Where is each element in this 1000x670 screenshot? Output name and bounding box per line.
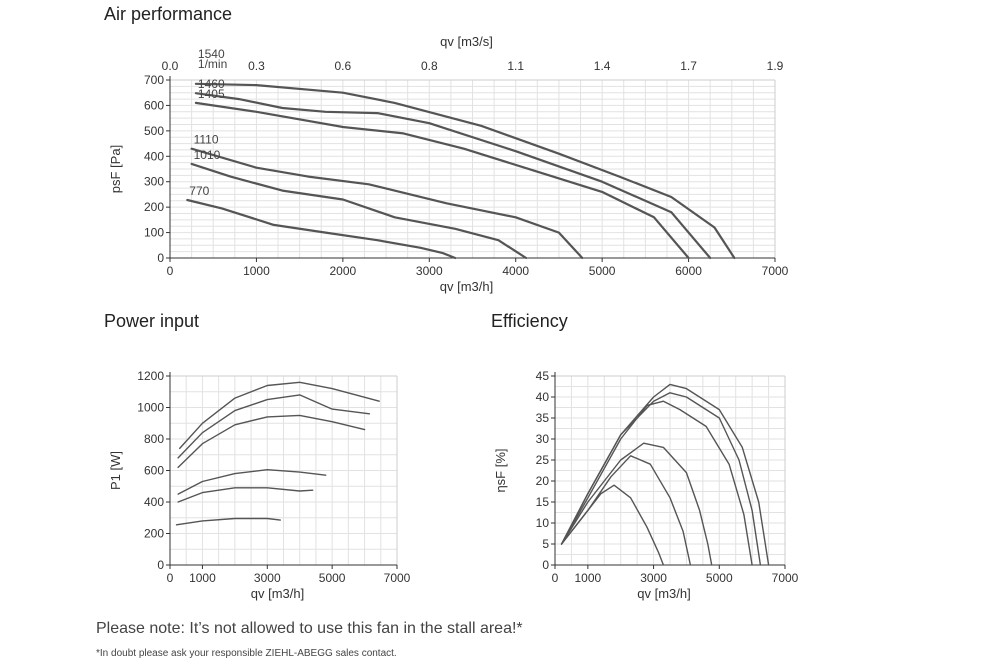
x-tick-label: 7000 bbox=[384, 571, 411, 585]
chart-title: Efficiency bbox=[491, 311, 568, 331]
x2-tick-label: 0.0 bbox=[162, 59, 179, 73]
series-line bbox=[177, 414, 366, 469]
y-tick-label: 600 bbox=[144, 464, 164, 478]
x-tick-label: 3000 bbox=[416, 264, 443, 278]
y-tick-label: 200 bbox=[144, 527, 164, 541]
y-axis-label: psF [Pa] bbox=[108, 145, 123, 193]
x-tick-label: 0 bbox=[552, 571, 559, 585]
efficiency-chart: Efficiency 0 1000 3000 5000 7000 0 5 10 15 20 25 30 3… bbox=[491, 311, 799, 601]
sales-contact-footnote: *In doubt please ask your responsible ZI… bbox=[96, 648, 397, 659]
series-line bbox=[179, 381, 380, 450]
x-tick-label: 1000 bbox=[189, 571, 216, 585]
y-tick-label: 0 bbox=[542, 558, 549, 572]
y-tick-label: 45 bbox=[536, 369, 550, 383]
y-tick-label: 40 bbox=[536, 390, 550, 404]
series-line bbox=[177, 469, 327, 495]
x-tick-label: 0 bbox=[167, 571, 174, 585]
series-line bbox=[190, 162, 528, 260]
x2-tick-label: 0.8 bbox=[421, 59, 438, 73]
x-tick-label: 3000 bbox=[254, 571, 281, 585]
y-tick-label: 5 bbox=[542, 537, 549, 551]
y-tick-label: 20 bbox=[536, 474, 550, 488]
x2-tick-label: 1.1 bbox=[507, 59, 524, 73]
x2-tick-label: 1.7 bbox=[680, 59, 697, 73]
series-label: 1110 bbox=[194, 133, 219, 147]
series-line bbox=[190, 147, 584, 260]
y-tick-label: 700 bbox=[144, 73, 164, 87]
series-label: 1540 bbox=[198, 47, 225, 61]
x-tick-label: 3000 bbox=[640, 571, 667, 585]
x-tick-label: 5000 bbox=[706, 571, 733, 585]
x-tick-label: 0 bbox=[167, 264, 174, 278]
y-tick-label: 800 bbox=[144, 432, 164, 446]
y-tick-label: 0 bbox=[157, 251, 164, 265]
x-tick-label: 2000 bbox=[330, 264, 357, 278]
series-line bbox=[194, 92, 712, 260]
y-tick-label: 25 bbox=[536, 453, 550, 467]
y-tick-label: 1000 bbox=[137, 401, 164, 415]
series-line bbox=[194, 82, 736, 260]
y-tick-label: 1200 bbox=[137, 369, 164, 383]
x-axis-label: qv [m3/h] bbox=[637, 586, 690, 601]
y-tick-label: 600 bbox=[144, 98, 164, 112]
x-axis-label: qv [m3/h] bbox=[251, 586, 304, 601]
series-line bbox=[175, 517, 281, 526]
y-tick-label: 10 bbox=[536, 516, 550, 530]
series-line bbox=[560, 383, 770, 566]
x-tick-label: 1000 bbox=[575, 571, 602, 585]
series-line bbox=[560, 392, 762, 566]
x-tick-label: 4000 bbox=[502, 264, 529, 278]
series-line bbox=[560, 442, 713, 566]
series-label: 770 bbox=[189, 184, 209, 198]
x-axis-label: qv [m3/h] bbox=[440, 279, 493, 294]
y-axis-label: P1 [W] bbox=[108, 451, 123, 490]
y-axis-label: ηsF [%] bbox=[493, 448, 508, 492]
series-label: 1405 bbox=[198, 87, 225, 101]
x2-axis-label: qv [m3/s] bbox=[440, 34, 493, 49]
x-tick-label: 7000 bbox=[772, 571, 799, 585]
y-tick-label: 100 bbox=[144, 226, 164, 240]
x-tick-label: 6000 bbox=[675, 264, 702, 278]
x-tick-label: 7000 bbox=[762, 264, 789, 278]
speed-unit-label: 1/min bbox=[198, 57, 227, 71]
x-tick-label: 1000 bbox=[243, 264, 270, 278]
y-tick-label: 400 bbox=[144, 149, 164, 163]
chart-title: Air performance bbox=[104, 4, 232, 24]
series-line bbox=[177, 394, 371, 459]
stall-area-note: Please note: It’s not allowed to use thi… bbox=[96, 620, 523, 637]
y-tick-label: 35 bbox=[536, 411, 550, 425]
series-line bbox=[177, 487, 314, 503]
x2-tick-label: 1.4 bbox=[594, 59, 611, 73]
y-tick-label: 0 bbox=[157, 558, 164, 572]
y-tick-label: 400 bbox=[144, 495, 164, 509]
series-line bbox=[186, 198, 457, 260]
x-tick-label: 5000 bbox=[319, 571, 346, 585]
y-tick-label: 200 bbox=[144, 200, 164, 214]
series-line bbox=[560, 484, 665, 566]
chart-title: Power input bbox=[104, 311, 199, 331]
x2-tick-label: 0.3 bbox=[248, 59, 265, 73]
power-input-chart: Power input 0 1000 3000 5000 7000 0 200 400 600 80… bbox=[104, 311, 411, 601]
series-label: 1460 bbox=[198, 77, 225, 91]
y-tick-label: 300 bbox=[144, 175, 164, 189]
y-tick-label: 15 bbox=[536, 495, 550, 509]
x2-tick-label: 0.6 bbox=[335, 59, 352, 73]
series-line bbox=[560, 400, 753, 566]
series-line bbox=[194, 101, 690, 260]
x-tick-label: 5000 bbox=[589, 264, 616, 278]
y-tick-label: 500 bbox=[144, 124, 164, 138]
x2-tick-label: 1.9 bbox=[767, 59, 784, 73]
y-tick-label: 30 bbox=[536, 432, 550, 446]
series-label: 1010 bbox=[194, 148, 221, 162]
